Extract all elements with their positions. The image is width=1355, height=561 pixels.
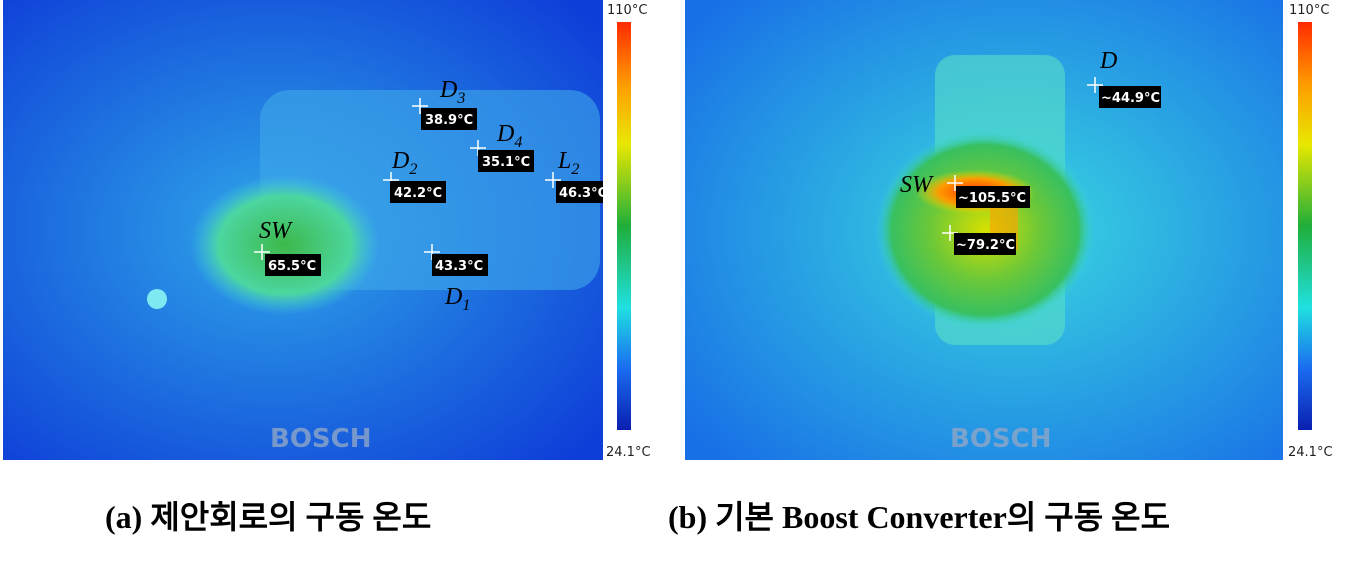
- point: D3 38.9°C: [412, 77, 477, 130]
- color-scale: [1298, 22, 1312, 430]
- point: D ~44.9°C: [1087, 48, 1161, 108]
- color-scale: [617, 22, 631, 430]
- component-label: SW: [900, 172, 934, 198]
- component-label: D2: [391, 148, 417, 178]
- point: ~79.2°C: [942, 225, 1016, 255]
- reading-box: [1099, 86, 1161, 108]
- panel-a: BOSCH 110°C 24.1°C D3 38.9°C D4 35.1°C D…: [3, 0, 651, 535]
- point: SW 65.5°C: [254, 218, 321, 276]
- point: D4 35.1°C: [470, 121, 534, 172]
- scale-max: 110°C: [607, 3, 647, 18]
- component-label: D: [1099, 48, 1117, 74]
- scale-max: 110°C: [1289, 3, 1329, 18]
- reading-box: [956, 186, 1030, 208]
- crosshair: [1087, 77, 1103, 93]
- reading-box: [265, 254, 321, 276]
- crosshair: [545, 172, 561, 188]
- point: D1 43.3°C: [424, 244, 488, 314]
- spot: [147, 289, 167, 309]
- component-label: L2: [557, 148, 579, 178]
- component-label: D4: [496, 121, 522, 151]
- crosshair: [947, 175, 963, 191]
- reading-box: [390, 181, 446, 203]
- panel-b: BOSCH 110°C 24.1°C D ~44.9°C SW ~105.5°C…: [668, 0, 1333, 535]
- reading-box: [478, 150, 534, 172]
- point: L2 46.3°C: [545, 148, 607, 203]
- reading: ~44.9°C: [1101, 91, 1160, 106]
- reading: 43.3°C: [435, 259, 483, 274]
- reading: 42.2°C: [394, 186, 442, 201]
- reading: ~79.2°C: [956, 238, 1015, 253]
- reading: 38.9°C: [425, 113, 473, 128]
- reading-clip: 46.3°C: [556, 181, 607, 203]
- reading-box: [432, 254, 488, 276]
- reading: 46.3°C: [559, 186, 607, 201]
- caption: (b) 기본 Boost Converter의 구동 온도: [668, 499, 1170, 535]
- component-label: SW: [259, 218, 293, 244]
- component-label: D3: [439, 77, 465, 107]
- reading-box: [954, 233, 1016, 255]
- hot-region: [190, 175, 380, 315]
- point: SW ~105.5°C: [900, 172, 1030, 208]
- reading-box: [556, 181, 603, 203]
- point: D2 42.2°C: [383, 148, 446, 203]
- scale-min: 24.1°C: [606, 445, 651, 460]
- reading-box: [421, 108, 477, 130]
- reading: 65.5°C: [268, 259, 316, 274]
- crosshair: [412, 98, 428, 114]
- component-label: D1: [444, 284, 470, 314]
- hot-region: [875, 130, 1095, 330]
- crosshair: [254, 244, 270, 260]
- caption: (a) 제안회로의 구동 온도: [105, 499, 431, 535]
- scale-min: 24.1°C: [1288, 445, 1333, 460]
- logo: BOSCH: [270, 424, 372, 454]
- reading: ~105.5°C: [958, 191, 1026, 206]
- logo: BOSCH: [950, 424, 1052, 454]
- reading: 35.1°C: [482, 155, 530, 170]
